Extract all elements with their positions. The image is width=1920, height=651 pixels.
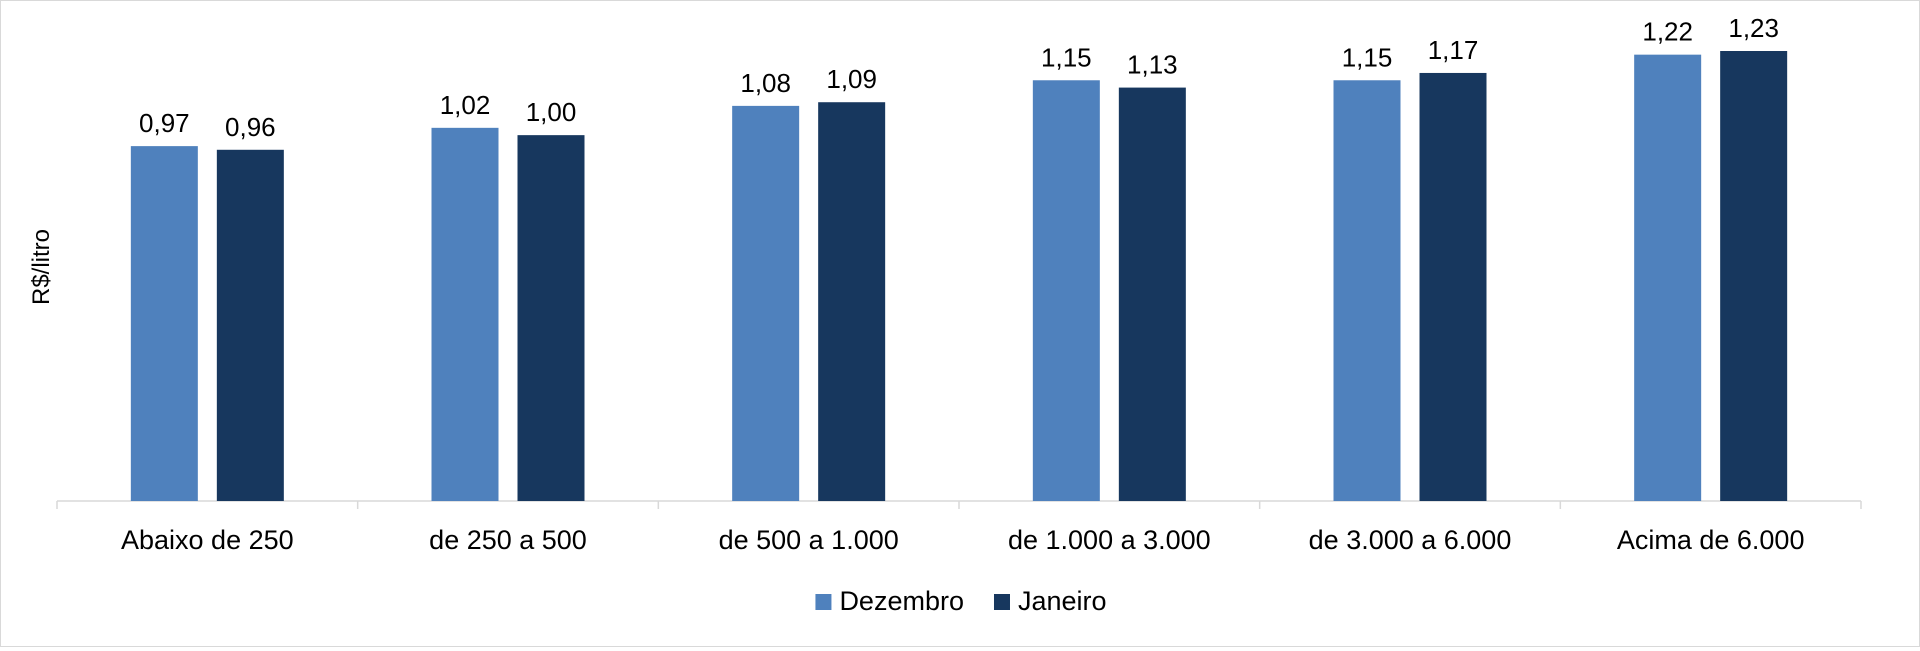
category-label: de 1.000 a 3.000 bbox=[1008, 525, 1211, 555]
data-label: 1,22 bbox=[1642, 17, 1693, 47]
data-label: 1,23 bbox=[1728, 13, 1779, 43]
data-label: 1,13 bbox=[1127, 50, 1178, 80]
data-label: 1,15 bbox=[1342, 42, 1393, 72]
x-axis-ticks bbox=[56, 501, 1862, 509]
data-label: 0,96 bbox=[225, 112, 276, 142]
data-label: 1,02 bbox=[440, 90, 491, 120]
bar-dezembro bbox=[130, 146, 198, 501]
bar-janeiro bbox=[1720, 51, 1788, 501]
bar-dezembro bbox=[1032, 80, 1100, 501]
category-labels-group: Abaixo de 250 de 250 a 500 de 500 a 1.000 d… bbox=[121, 525, 1804, 555]
data-label: 1,09 bbox=[826, 64, 877, 94]
category-label: de 250 a 500 bbox=[429, 525, 587, 555]
legend: Dezembro Janeiro bbox=[815, 586, 1107, 616]
bar-janeiro bbox=[1118, 87, 1186, 502]
legend-label-janeiro: Janeiro bbox=[1018, 586, 1107, 616]
legend-label-dezembro: Dezembro bbox=[839, 586, 964, 616]
y-axis-label: R$/litro bbox=[28, 229, 55, 305]
bar-dezembro bbox=[431, 127, 499, 501]
bar-janeiro bbox=[216, 149, 284, 501]
bar-janeiro bbox=[818, 102, 886, 501]
legend-swatch-janeiro bbox=[993, 594, 1010, 610]
data-label: 0,97 bbox=[139, 108, 190, 138]
category-label: Acima de 6.000 bbox=[1617, 525, 1805, 555]
data-label: 1,15 bbox=[1041, 42, 1092, 72]
bar-janeiro bbox=[1419, 72, 1487, 501]
data-label: 1,00 bbox=[526, 97, 577, 127]
bar-dezembro bbox=[1333, 80, 1401, 501]
bar-dezembro bbox=[1634, 54, 1702, 501]
data-label: 1,17 bbox=[1428, 35, 1479, 65]
bar-dezembro bbox=[732, 105, 800, 501]
data-labels-group: 0,97 0,96 1,02 1,00 1,08 1,09 1,15 1,13 1,15 1,17… bbox=[139, 13, 1779, 142]
bar-janeiro bbox=[517, 135, 585, 501]
bars-group bbox=[130, 51, 1788, 502]
data-label: 1,08 bbox=[740, 68, 791, 98]
legend-swatch-dezembro bbox=[815, 594, 832, 610]
category-label: de 500 a 1.000 bbox=[719, 525, 899, 555]
category-label: Abaixo de 250 bbox=[121, 525, 294, 555]
category-label: de 3.000 a 6.000 bbox=[1309, 525, 1512, 555]
